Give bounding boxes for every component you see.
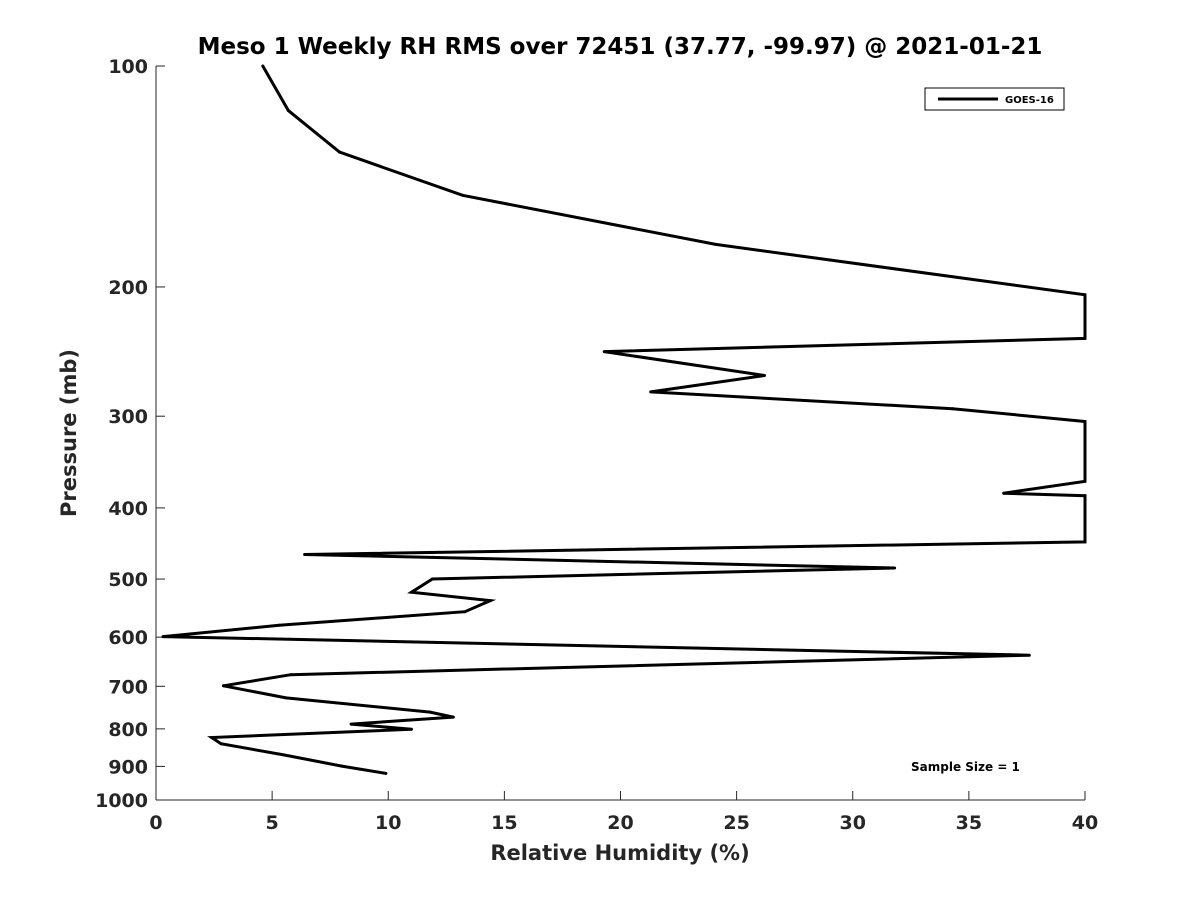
x-tick-label: 25 [723,812,749,834]
y-tick-label: 1000 [95,790,148,812]
data-point [410,590,413,594]
x-tick-label: 15 [491,812,517,834]
y-tick-label: 500 [108,569,148,591]
y-axis-ticks: 100 200 300 400 500 600 700 800 900 1000 [95,56,165,812]
y-tick-label: 200 [108,277,148,299]
data-point [649,390,653,394]
data-point [384,771,388,775]
x-tick-label: 40 [1072,812,1098,834]
data-point [261,64,265,68]
chart-title: Meso 1 Weekly RH RMS over 72451 (37.77, … [198,34,1043,60]
data-point [1083,494,1087,498]
series-line-goes-16 [162,65,1087,775]
data-point [763,374,766,377]
data-point [1083,479,1087,483]
data-point [430,577,434,581]
data-point [221,684,225,688]
x-tick-label: 30 [840,812,866,834]
data-point [451,715,455,719]
plot-area [155,66,1085,801]
data-point [1027,653,1031,657]
data-point [338,150,341,154]
data-point [282,753,286,757]
y-tick-label: 800 [108,719,148,741]
data-point [1083,336,1087,340]
y-tick-label: 100 [108,56,148,78]
data-point [340,764,344,768]
data-point [289,673,293,677]
x-tick-label: 10 [375,812,401,834]
data-point [210,736,214,739]
x-axis-ticks: 0 5 10 15 20 25 30 35 40 [149,791,1098,834]
data-point [1083,540,1087,544]
data-point [410,727,413,731]
series-points [161,64,1087,775]
x-tick-label: 20 [607,812,633,834]
data-point [714,242,718,246]
data-point [461,193,465,197]
data-point [463,610,467,614]
legend-label-goes-16: GOES-16 [1005,95,1054,106]
data-point [602,350,606,354]
data-point [349,722,353,726]
sample-size-annotation: Sample Size = 1 [911,760,1020,774]
data-point [286,109,290,113]
data-point [428,710,432,714]
y-tick-label: 400 [108,498,148,520]
data-point [488,599,492,603]
y-axis-label: Pressure (mb) [57,349,81,517]
data-point [1083,420,1087,423]
y-tick-label: 700 [108,676,148,698]
data-point [893,566,897,570]
x-axis-label: Relative Humidity (%) [490,841,749,865]
x-tick-label: 0 [149,812,162,834]
data-point [303,553,307,556]
y-tick-label: 600 [108,627,148,649]
y-tick-label: 900 [108,756,148,778]
data-point [1083,293,1087,297]
x-tick-label: 35 [956,812,982,834]
y-tick-label: 300 [108,406,148,428]
data-point [284,696,288,700]
data-point [277,623,281,627]
data-point [161,635,165,639]
x-tick-label: 5 [266,812,279,834]
legend: GOES-16 [924,87,1065,111]
data-point [219,742,223,746]
data-point [1002,491,1006,495]
data-point [951,407,955,411]
